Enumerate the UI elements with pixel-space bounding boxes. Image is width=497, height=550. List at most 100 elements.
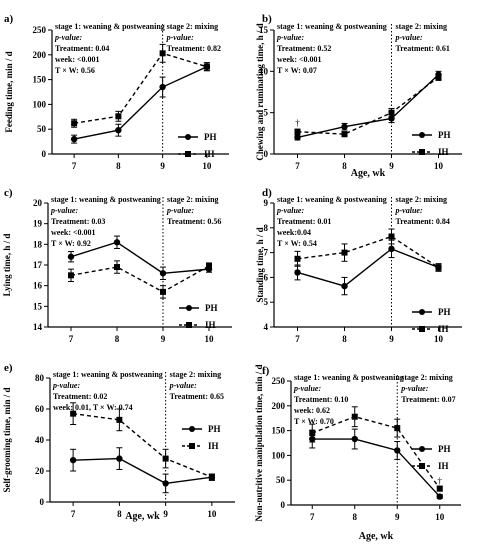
legend-label: PH xyxy=(438,130,451,140)
y-tick-label: 16 xyxy=(33,281,43,291)
series-line xyxy=(297,248,439,287)
stage1-label: stage 1: weaning & postweaning xyxy=(277,195,387,204)
stage1-stat: T × W: 0.92 xyxy=(51,239,91,248)
stage2-stat: Treatment: 0.61 xyxy=(396,44,450,53)
y-tick-label: 10 xyxy=(259,66,269,76)
legend-marker xyxy=(186,305,192,311)
series-ih xyxy=(70,402,215,481)
data-point xyxy=(388,109,395,116)
x-tick-label: 10 xyxy=(207,509,217,519)
series-ph xyxy=(309,428,443,500)
data-point xyxy=(294,134,301,141)
y-tick-label: 20 xyxy=(35,466,45,476)
stage1-stat: T × W: 0.07 xyxy=(277,66,317,75)
series-line xyxy=(297,76,439,135)
stage1-label: stage 1: weaning & postweaning xyxy=(294,373,404,382)
significance-dagger: † xyxy=(438,476,443,486)
data-point xyxy=(341,249,348,256)
stage1-stat: T × W: 0.54 xyxy=(277,239,317,248)
stage1-stat: week: 0.01, T × W: 0.74 xyxy=(53,403,133,412)
y-tick-label: 250 xyxy=(272,376,286,386)
legend-marker xyxy=(185,151,191,157)
y-tick-label: 200 xyxy=(272,401,286,411)
y-tick-label: 5 xyxy=(264,108,269,118)
data-point xyxy=(160,288,166,295)
legend-label: PH xyxy=(205,303,218,313)
y-tick-label: 17 xyxy=(33,260,43,270)
significance-dagger: † xyxy=(295,118,300,128)
legend-label: PH xyxy=(208,424,221,434)
legend-marker xyxy=(419,463,425,469)
data-point xyxy=(341,123,348,130)
series-line xyxy=(73,66,208,140)
x-tick-label: 7 xyxy=(69,334,74,344)
stage1-stat: Treatment: 0.52 xyxy=(277,44,331,53)
data-point xyxy=(394,447,401,454)
y-tick-label: 150 xyxy=(272,426,286,436)
y-tick-label: 5 xyxy=(264,297,269,307)
stage2-label: stage 2: mixing xyxy=(401,373,453,382)
stage2-pvalue-label: p-value: xyxy=(169,381,197,390)
data-point xyxy=(116,416,123,423)
x-tick-label: 8 xyxy=(353,512,358,522)
series-ih xyxy=(294,228,442,272)
data-point xyxy=(206,263,212,270)
legend-marker xyxy=(419,446,425,452)
stage1-stat: Treatment: 0.02 xyxy=(53,392,107,401)
y-tick-label: 0 xyxy=(264,149,269,159)
y-tick-label: 0 xyxy=(40,497,45,507)
stage1-pvalue-label: p-value: xyxy=(54,33,82,42)
stage2-stat: Treatment: 0.07 xyxy=(401,395,455,404)
series-ih xyxy=(294,73,442,138)
legend-label: PH xyxy=(204,132,217,142)
panel-label: a) xyxy=(4,13,14,25)
data-point xyxy=(113,239,121,246)
data-point xyxy=(162,480,169,487)
stage2-pvalue-label: p-value: xyxy=(395,206,423,215)
y-tick-label: 150 xyxy=(33,75,47,85)
stage2-label: stage 2: mixing xyxy=(170,370,222,379)
legend: PH IH xyxy=(412,444,451,471)
data-point xyxy=(388,245,395,253)
stage1-label: stage 1: weaning & postweaning xyxy=(55,22,165,31)
y-tick-label: 7 xyxy=(264,248,269,258)
legend: PH IH xyxy=(179,303,218,330)
legend-label: PH xyxy=(438,307,451,317)
data-point xyxy=(309,430,316,437)
series-ih xyxy=(71,43,210,128)
stage1-label: stage 1: weaning & postweaning xyxy=(51,195,161,204)
x-tick-label: 7 xyxy=(71,509,76,519)
stage1-pvalue-label: p-value: xyxy=(293,384,321,393)
series-ih xyxy=(309,406,443,492)
x-tick-label: 9 xyxy=(161,334,166,344)
series-ph xyxy=(69,447,216,494)
legend-label: IH xyxy=(438,461,449,471)
y-tick-label: 20 xyxy=(33,198,43,208)
stage1-label: stage 1: weaning & postweaning xyxy=(277,22,387,31)
series-line xyxy=(297,235,439,269)
stage2-label: stage 2: mixing xyxy=(396,195,448,204)
legend-marker xyxy=(419,132,425,138)
x-axis-label: Age, wk xyxy=(359,531,394,542)
data-point xyxy=(69,456,77,464)
legend-label: IH xyxy=(204,149,215,159)
panel-f: f) 0 50 100 150 200 250 7 8 9 10 Non-nutritive mani… xyxy=(254,364,461,542)
stage2-pvalue-label: p-value: xyxy=(166,206,194,215)
legend-label: PH xyxy=(438,444,451,454)
data-point xyxy=(351,435,358,443)
x-tick-label: 9 xyxy=(389,334,394,344)
stage1-stat: Treatment: 0.04 xyxy=(55,44,109,53)
stage1-stat: Treatment: 0.03 xyxy=(51,217,105,226)
x-tick-label: 8 xyxy=(342,334,347,344)
y-tick-label: 200 xyxy=(33,50,47,60)
stage2-stat: Treatment: 0.65 xyxy=(170,392,224,401)
y-tick-label: 18 xyxy=(33,239,43,249)
series-line xyxy=(70,265,210,293)
data-point xyxy=(351,413,358,420)
x-tick-label: 9 xyxy=(160,161,165,171)
x-tick-label: 10 xyxy=(434,334,444,344)
stage1-stat: Treatment: 0.01 xyxy=(277,217,331,226)
x-axis-label: Age, wk xyxy=(125,511,160,522)
data-point xyxy=(159,50,166,57)
